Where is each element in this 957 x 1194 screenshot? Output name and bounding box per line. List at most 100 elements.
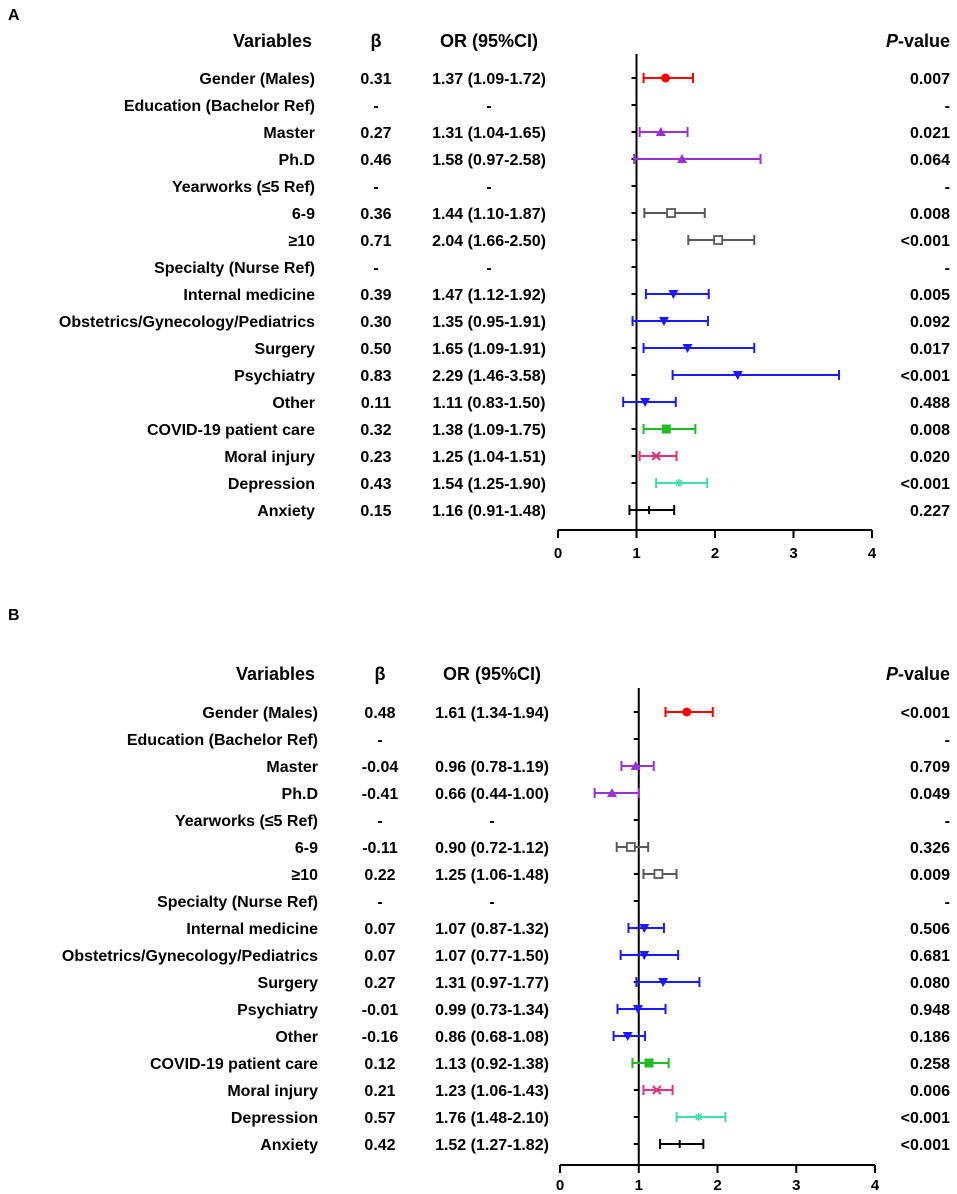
row-label: Yearworks (≤5 Ref) xyxy=(172,179,315,196)
row-label: Psychiatry xyxy=(234,368,315,385)
row-label: Anxiety xyxy=(257,503,315,520)
row-beta: - xyxy=(373,179,378,196)
point-marker xyxy=(682,344,693,353)
row-p-value: <0.001 xyxy=(901,368,950,385)
point-marker xyxy=(694,1113,703,1121)
row-or-ci: 1.35 (0.95-1.91) xyxy=(432,314,546,331)
row-or-ci: 1.37 (1.09-1.72) xyxy=(432,71,546,88)
row-label: Internal medicine xyxy=(186,921,318,938)
point-marker xyxy=(713,235,724,245)
row-p-value: <0.001 xyxy=(901,705,950,722)
row-label: 6-9 xyxy=(295,840,318,857)
row-beta: - xyxy=(377,813,382,830)
point-marker xyxy=(653,869,664,879)
point-marker xyxy=(658,317,669,326)
row-label: 6-9 xyxy=(292,206,315,223)
row-p-value: 0.092 xyxy=(910,314,950,331)
row-or-ci: - xyxy=(489,894,494,911)
row-beta: 0.11 xyxy=(361,395,391,412)
header-or: OR (95%CI) xyxy=(443,664,541,684)
row-or-ci: 1.65 (1.09-1.91) xyxy=(432,341,546,358)
row-beta: 0.30 xyxy=(360,314,391,331)
row-label: Master xyxy=(266,759,318,776)
header-beta: β xyxy=(375,664,386,684)
panel-letter: A xyxy=(8,7,20,24)
row-beta: 0.43 xyxy=(360,476,391,493)
row-label: ≥10 xyxy=(291,867,318,884)
row-p-value: <0.001 xyxy=(901,1137,950,1154)
row-or-ci: 1.58 (0.97-2.58) xyxy=(432,152,546,169)
row-p-value: <0.001 xyxy=(901,233,950,250)
row-or-ci: 1.23 (1.06-1.43) xyxy=(435,1083,549,1100)
row-or-ci: 2.29 (1.46-3.58) xyxy=(432,368,546,385)
row-beta: - xyxy=(377,894,382,911)
row-beta: 0.15 xyxy=(360,503,391,520)
point-marker xyxy=(674,479,683,487)
row-p-value: - xyxy=(945,894,950,911)
row-beta: 0.57 xyxy=(364,1110,395,1127)
row-or-ci: 0.99 (0.73-1.34) xyxy=(435,1002,549,1019)
row-beta: 0.36 xyxy=(360,206,391,223)
row-or-ci: 1.44 (1.10-1.87) xyxy=(432,206,546,223)
point-marker xyxy=(639,951,650,960)
point-marker xyxy=(652,1085,662,1095)
row-beta: 0.46 xyxy=(360,152,391,169)
row-p-value: 0.008 xyxy=(910,206,950,223)
row-label: Ph.D xyxy=(282,786,318,803)
row-or-ci: 1.61 (1.34-1.94) xyxy=(435,705,549,722)
row-label: Education (Bachelor Ref) xyxy=(124,98,315,115)
x-tick-label: 0 xyxy=(556,1177,564,1194)
panel-letter: B xyxy=(8,607,20,624)
row-or-ci: 0.96 (0.78-1.19) xyxy=(435,759,549,776)
row-p-value: 0.007 xyxy=(910,71,950,88)
row-beta: -0.04 xyxy=(362,759,399,776)
row-p-value: - xyxy=(945,732,950,749)
row-beta: 0.27 xyxy=(364,975,395,992)
row-label: Other xyxy=(275,1029,318,1046)
row-label: Ph.D xyxy=(279,152,315,169)
row-or-ci: 1.31 (0.97-1.77) xyxy=(435,975,549,992)
header-p-value: P-value xyxy=(886,664,950,684)
row-label: Other xyxy=(272,395,315,412)
row-p-value: 0.005 xyxy=(910,287,950,304)
row-p-value: 0.020 xyxy=(910,449,950,466)
row-label: Specialty (Nurse Ref) xyxy=(157,894,318,911)
row-beta: 0.07 xyxy=(364,921,395,938)
point-marker xyxy=(651,451,661,461)
row-or-ci: 1.52 (1.27-1.82) xyxy=(435,1137,549,1154)
point-marker xyxy=(644,1058,654,1068)
point-marker xyxy=(732,371,743,380)
point-marker xyxy=(640,398,651,407)
row-p-value: 0.488 xyxy=(910,395,950,412)
header-variables: Variables xyxy=(233,31,312,51)
row-p-value: 0.064 xyxy=(910,152,950,169)
row-label: Specialty (Nurse Ref) xyxy=(154,260,315,277)
row-label: Anxiety xyxy=(260,1137,318,1154)
row-p-value: 0.006 xyxy=(910,1083,950,1100)
row-label: Surgery xyxy=(255,341,316,358)
row-or-ci: 0.86 (0.68-1.08) xyxy=(435,1029,549,1046)
row-p-value: 0.326 xyxy=(910,840,950,857)
x-tick-label: 0 xyxy=(554,545,562,562)
row-beta: 0.50 xyxy=(360,341,391,358)
row-or-ci: 0.90 (0.72-1.12) xyxy=(435,840,549,857)
row-label: Education (Bachelor Ref) xyxy=(127,732,318,749)
point-marker xyxy=(655,127,666,136)
header-p-suffix: -value xyxy=(898,31,950,51)
row-p-value: <0.001 xyxy=(901,1110,950,1127)
row-beta: - xyxy=(373,260,378,277)
row-label: Depression xyxy=(231,1110,318,1127)
point-marker xyxy=(668,290,679,299)
row-beta: 0.23 xyxy=(360,449,391,466)
row-beta: 0.21 xyxy=(364,1083,395,1100)
row-beta: 0.42 xyxy=(364,1137,395,1154)
row-label: Moral injury xyxy=(224,449,315,466)
row-p-value: <0.001 xyxy=(901,476,950,493)
row-or-ci: 1.54 (1.25-1.90) xyxy=(432,476,546,493)
point-marker xyxy=(606,788,617,797)
row-or-ci: 1.25 (1.04-1.51) xyxy=(432,449,546,466)
row-beta: 0.12 xyxy=(364,1056,395,1073)
row-p-value: 0.258 xyxy=(910,1056,950,1073)
row-p-value: 0.021 xyxy=(910,125,950,142)
